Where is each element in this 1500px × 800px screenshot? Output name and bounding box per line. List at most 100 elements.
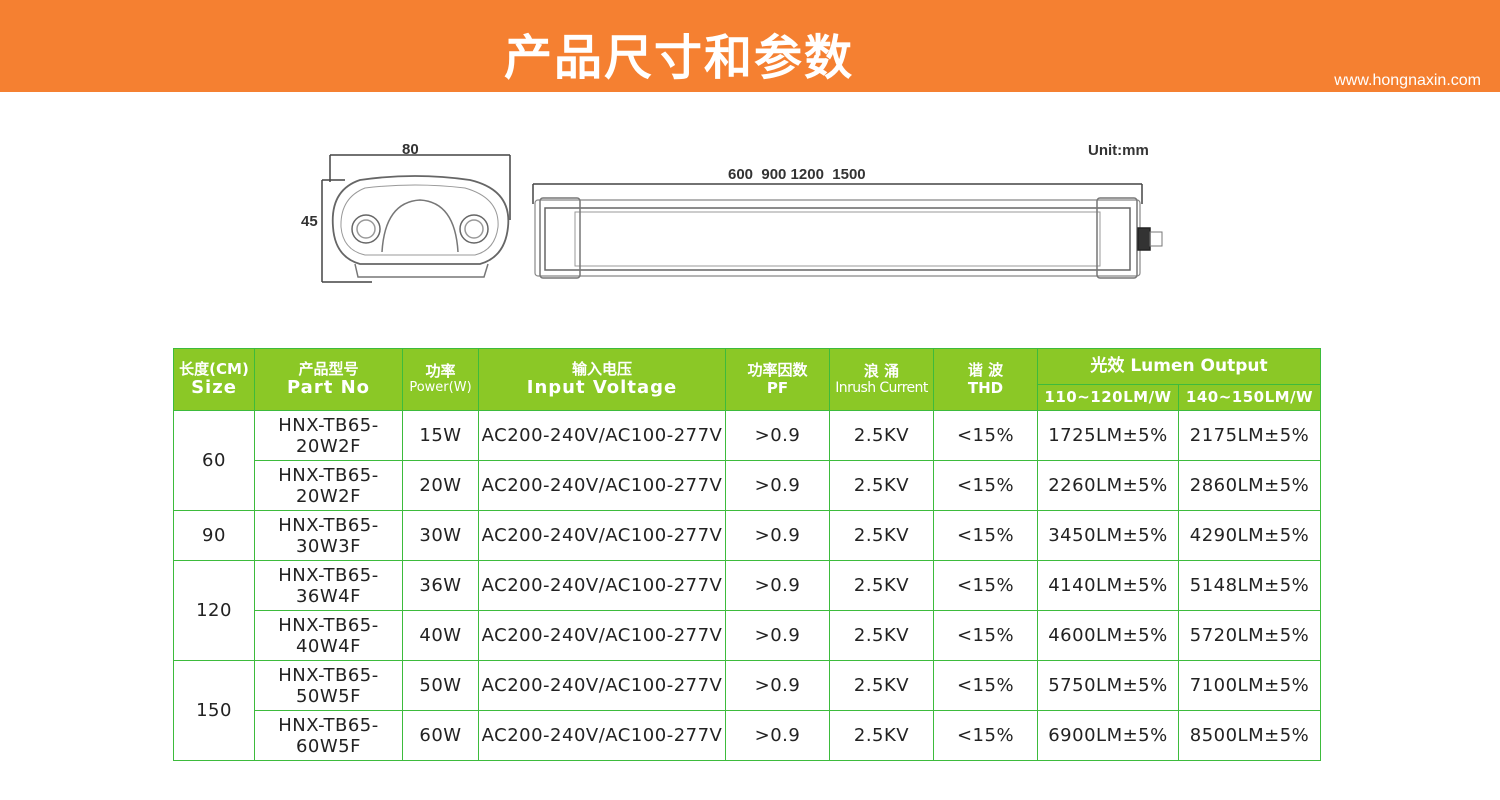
col-header-voltage-cn: 输入电压 bbox=[571, 359, 632, 378]
lumen-110-cell: 1725LM±5% bbox=[1037, 410, 1179, 461]
col-header-lumen: 光效 Lumen Output bbox=[1036, 348, 1322, 385]
lumen-110-cell: 6900LM±5% bbox=[1037, 710, 1179, 761]
lumen-110-cell: 2260LM±5% bbox=[1037, 460, 1179, 511]
part-no-cell: HNX-TB65-60W5F bbox=[254, 710, 403, 761]
col-header-thd: 谐 波 THD bbox=[933, 348, 1038, 411]
voltage-cell: AC200-240V/AC100-277V bbox=[478, 610, 726, 661]
col-header-inrush: 浪 涌 Inrush Current bbox=[829, 348, 934, 411]
table-row: HNX-TB65-40W4F 40W AC200-240V/AC100-277V >0… bbox=[174, 610, 1322, 661]
col-header-thd-cn: 谐 波 bbox=[967, 361, 1004, 380]
col-header-part-en: Part No bbox=[286, 376, 371, 398]
website-url[interactable]: www.hongnaxin.com bbox=[1334, 72, 1481, 89]
length-options-label: 600 900 1200 1500 bbox=[728, 166, 866, 183]
dimension-drawing: 80 45 600 900 1200 1500 bbox=[301, 141, 1163, 283]
inrush-cell: 2.5KV bbox=[829, 610, 934, 661]
voltage-cell: AC200-240V/AC100-277V bbox=[478, 510, 726, 561]
power-cell: 30W bbox=[402, 510, 479, 561]
col-header-lumen-140: 140~150LM/W bbox=[1177, 384, 1322, 411]
col-header-pf-cn: 功率因数 bbox=[747, 361, 808, 380]
power-cell: 15W bbox=[402, 410, 479, 461]
size-cell: 60 bbox=[173, 410, 255, 511]
table-row: 150 HNX-TB65-50W5F 50W AC200-240V/AC100-277… bbox=[173, 660, 1322, 761]
inrush-cell: 2.5KV bbox=[829, 560, 934, 611]
table-row: 120 HNX-TB65-36W4F 36W AC200-240V/AC100-277… bbox=[173, 560, 1322, 661]
col-header-voltage-en: Input Voltage bbox=[526, 376, 678, 398]
power-cell: 20W bbox=[402, 460, 479, 511]
col-header-thd-en: THD bbox=[967, 378, 1004, 397]
pf-cell: >0.9 bbox=[725, 610, 830, 661]
col-header-size-cn: 长度(CM) bbox=[179, 359, 249, 378]
pf-cell: >0.9 bbox=[725, 560, 830, 611]
pf-cell: >0.9 bbox=[725, 510, 830, 561]
part-no-cell: HNX-TB65-40W4F bbox=[254, 610, 403, 661]
lumen-110-cell: 4140LM±5% bbox=[1037, 560, 1179, 611]
power-cell: 60W bbox=[402, 710, 479, 761]
table-row: HNX-TB65-20W2F 20W AC200-240V/AC100-277V >0… bbox=[174, 460, 1322, 511]
pf-cell: >0.9 bbox=[725, 710, 830, 761]
size-cell: 120 bbox=[173, 560, 255, 661]
voltage-cell: AC200-240V/AC100-277V bbox=[478, 410, 726, 461]
col-header-size: 长度(CM) Size bbox=[173, 348, 255, 411]
col-header-inrush-en: Inrush Current bbox=[835, 380, 928, 397]
unit-label: Unit:mm bbox=[1088, 142, 1149, 159]
inrush-cell: 2.5KV bbox=[829, 660, 934, 711]
power-cell: 40W bbox=[402, 610, 479, 661]
col-header-inrush-cn: 浪 涌 bbox=[863, 361, 900, 380]
col-header-pf-en: PF bbox=[766, 378, 789, 397]
col-header-lumen-110: 110~120LM/W bbox=[1037, 384, 1179, 411]
voltage-cell: AC200-240V/AC100-277V bbox=[478, 560, 726, 611]
lumen-110-cell: 5750LM±5% bbox=[1037, 660, 1179, 711]
thd-cell: <15% bbox=[933, 610, 1038, 661]
end-width-label: 80 bbox=[402, 141, 419, 158]
thd-cell: <15% bbox=[933, 510, 1038, 561]
col-header-pf: 功率因数 PF bbox=[725, 348, 830, 411]
inrush-cell: 2.5KV bbox=[829, 460, 934, 511]
inrush-cell: 2.5KV bbox=[829, 410, 934, 461]
header-banner: 产品尺寸和参数 www.hongnaxin.com bbox=[0, 0, 1500, 92]
voltage-cell: AC200-240V/AC100-277V bbox=[478, 460, 726, 511]
col-header-voltage: 输入电压 Input Voltage bbox=[478, 348, 726, 411]
spec-table: 长度(CM) Size 产品型号 Part No 功率 Power(W) 输入电… bbox=[173, 348, 1322, 761]
col-header-power-cn: 功率 bbox=[425, 362, 456, 381]
thd-cell: <15% bbox=[933, 710, 1038, 761]
inrush-cell: 2.5KV bbox=[829, 510, 934, 561]
voltage-cell: AC200-240V/AC100-277V bbox=[478, 710, 726, 761]
thd-cell: <15% bbox=[933, 460, 1038, 511]
lumen-140-cell: 7100LM±5% bbox=[1177, 660, 1322, 711]
thd-cell: <15% bbox=[933, 660, 1038, 711]
thd-cell: <15% bbox=[933, 410, 1038, 461]
thd-cell: <15% bbox=[933, 560, 1038, 611]
voltage-cell: AC200-240V/AC100-277V bbox=[478, 660, 726, 711]
col-header-power: 功率 Power(W) bbox=[402, 348, 479, 411]
table-row: 90 HNX-TB65-30W3F 30W AC200-240V/AC100-277V… bbox=[173, 510, 1322, 561]
lumen-110-cell: 4600LM±5% bbox=[1037, 610, 1179, 661]
col-header-lumen-label: 光效 Lumen Output bbox=[1090, 355, 1268, 376]
size-cell: 90 bbox=[173, 510, 255, 561]
col-header-part-cn: 产品型号 bbox=[298, 359, 359, 378]
part-no-cell: HNX-TB65-20W2F bbox=[254, 410, 403, 461]
end-view bbox=[321, 154, 511, 283]
part-no-cell: HNX-TB65-20W2F bbox=[254, 460, 403, 511]
part-no-cell: HNX-TB65-30W3F bbox=[254, 510, 403, 561]
pf-cell: >0.9 bbox=[725, 660, 830, 711]
end-height-label: 45 bbox=[301, 213, 318, 230]
inrush-cell: 2.5KV bbox=[829, 710, 934, 761]
col-header-size-en: Size bbox=[191, 376, 237, 398]
part-no-cell: HNX-TB65-36W4F bbox=[254, 560, 403, 611]
page-title: 产品尺寸和参数 bbox=[504, 30, 855, 86]
col-header-part: 产品型号 Part No bbox=[254, 348, 403, 411]
size-cell: 150 bbox=[173, 660, 255, 761]
pf-cell: >0.9 bbox=[725, 460, 830, 511]
power-cell: 36W bbox=[402, 560, 479, 611]
pf-cell: >0.9 bbox=[725, 410, 830, 461]
lumen-140-cell: 4290LM±5% bbox=[1177, 510, 1322, 561]
lumen-140-cell: 2175LM±5% bbox=[1177, 410, 1322, 461]
lumen-140-cell: 2860LM±5% bbox=[1177, 460, 1322, 511]
part-no-cell: HNX-TB65-50W5F bbox=[254, 660, 403, 711]
lumen-110-cell: 3450LM±5% bbox=[1037, 510, 1179, 561]
col-header-power-en: Power(W) bbox=[409, 379, 472, 395]
power-cell: 50W bbox=[402, 660, 479, 711]
lumen-140-cell: 5720LM±5% bbox=[1177, 610, 1322, 661]
side-view bbox=[532, 183, 1163, 279]
table-row: 60 HNX-TB65-20W2F 15W AC200-240V/AC100-277V… bbox=[173, 410, 1322, 511]
